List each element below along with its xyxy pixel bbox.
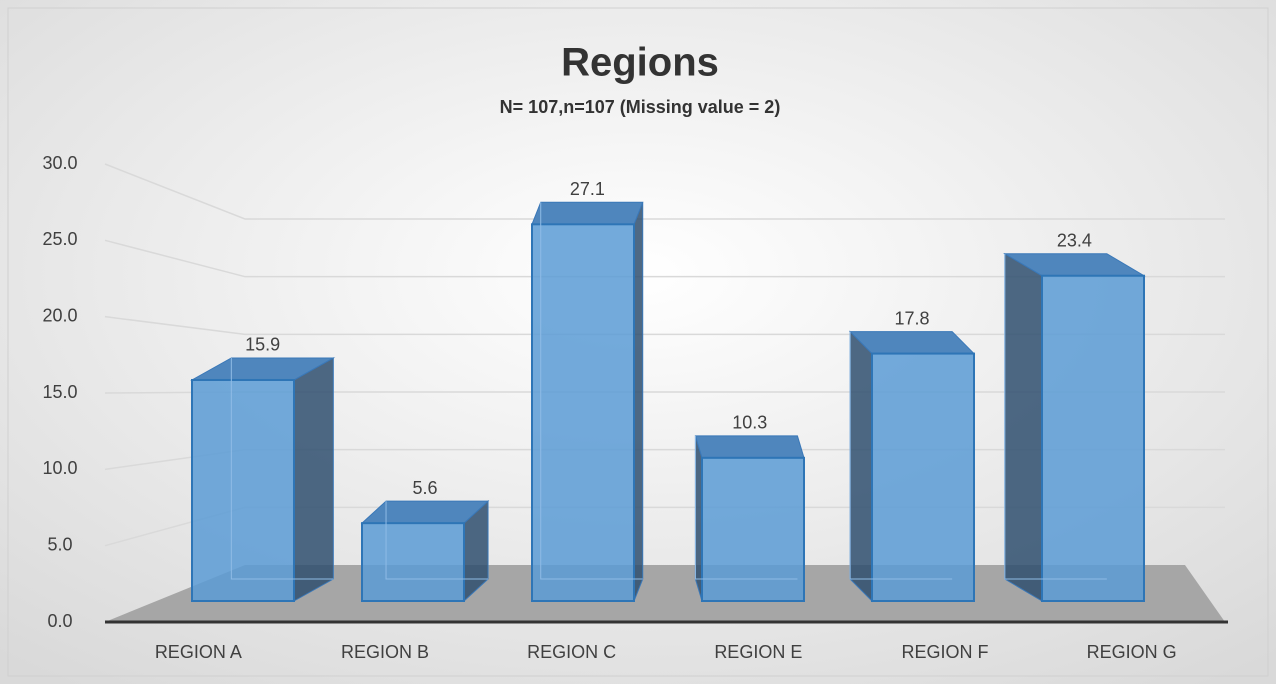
bar-face: [848, 331, 976, 355]
bar: [848, 330, 976, 603]
bar-face: [701, 456, 805, 602]
bar: [190, 357, 336, 602]
data-label: 27.1: [570, 179, 605, 199]
bar-face: [531, 223, 635, 602]
bar-face: [531, 201, 644, 225]
data-label: 17.8: [895, 308, 930, 328]
bar-face: [694, 435, 805, 459]
bar-face: [1004, 252, 1043, 602]
data-label: 10.3: [732, 413, 767, 433]
data-label: 15.9: [245, 335, 280, 355]
x-tick-label: REGION C: [527, 642, 616, 662]
bar-face: [694, 435, 798, 580]
chart-subtitle: N= 107,n=107 (Missing value = 2): [500, 97, 781, 117]
x-tick-label: REGION A: [155, 642, 242, 662]
bar-face: [361, 522, 465, 602]
bar: [694, 435, 805, 602]
bar-face: [633, 202, 644, 602]
y-tick-label: 5.0: [47, 534, 72, 554]
chart-title: Regions: [561, 41, 719, 85]
x-tick-label: REGION B: [341, 642, 429, 662]
bar-face: [385, 501, 489, 580]
y-tick-label: 15.0: [42, 382, 77, 402]
y-tick-label: 30.0: [42, 153, 77, 173]
data-label: 5.6: [412, 478, 437, 498]
bar: [360, 500, 490, 603]
bar: [1003, 252, 1146, 602]
bar-face: [849, 331, 953, 580]
bar-face: [293, 357, 334, 602]
bar-face: [849, 330, 873, 603]
grid-line: [104, 239, 1225, 278]
x-tick-label: REGION E: [714, 642, 802, 662]
y-tick-label: 0.0: [47, 611, 72, 631]
data-label: 23.4: [1057, 230, 1092, 250]
y-tick-label: 20.0: [42, 305, 77, 325]
y-tick-label: 25.0: [42, 229, 77, 249]
x-tick-label: REGION G: [1087, 642, 1177, 662]
bar-face: [230, 357, 334, 580]
bar-face: [871, 352, 975, 602]
grid-line: [104, 163, 1225, 220]
bar-face: [540, 202, 643, 580]
y-tick-label: 10.0: [42, 458, 77, 478]
frame: [7, 7, 1269, 677]
bar-face: [1041, 274, 1145, 602]
bar-face: [191, 378, 295, 602]
x-tick-label: REGION F: [901, 642, 988, 662]
bar-face: [1004, 253, 1107, 580]
bar: [531, 201, 644, 602]
